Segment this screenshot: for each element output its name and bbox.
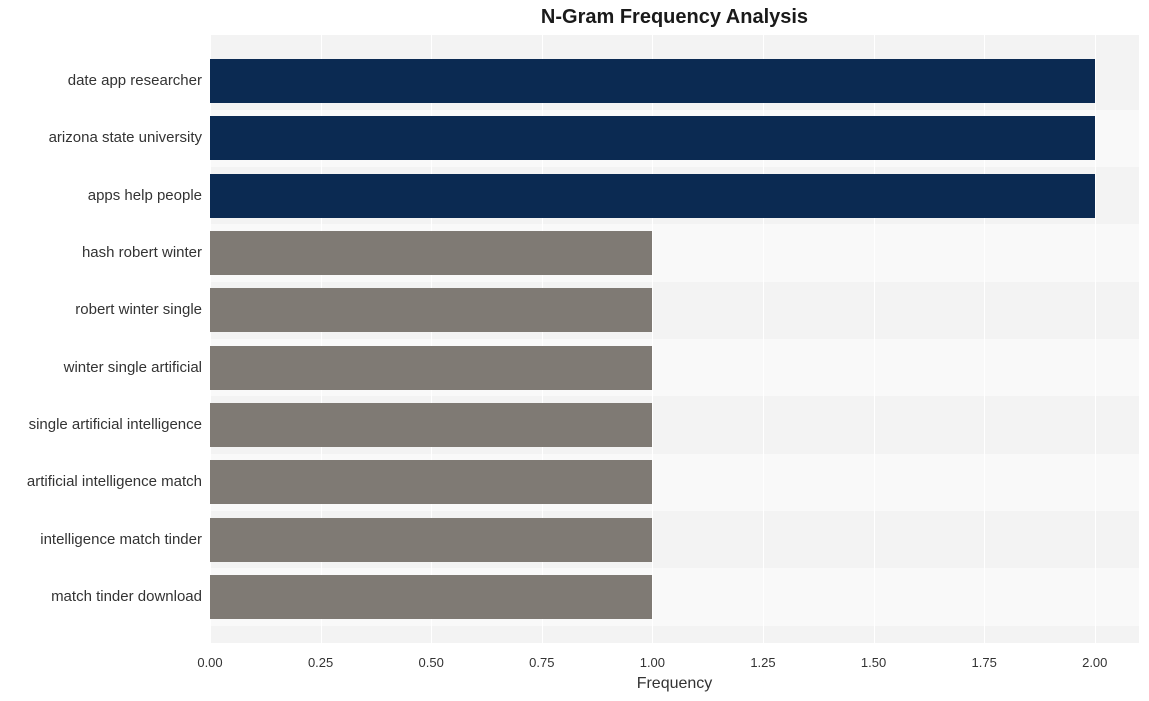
x-tick-label: 0.50 (419, 655, 444, 670)
ngram-frequency-chart: N-Gram Frequency Analysis Frequency date… (0, 0, 1149, 701)
plot-pad-top (210, 35, 1139, 52)
y-tick-label: hash robert winter (0, 244, 202, 261)
x-axis-label: Frequency (210, 675, 1139, 693)
x-tick-label: 0.75 (529, 655, 554, 670)
bar (210, 518, 652, 562)
x-tick-label: 1.25 (750, 655, 775, 670)
y-tick-label: robert winter single (0, 301, 202, 318)
y-tick-label: match tinder download (0, 588, 202, 605)
y-tick-label: single artificial intelligence (0, 416, 202, 433)
bar (210, 575, 652, 619)
x-tick-label: 0.25 (308, 655, 333, 670)
y-tick-label: apps help people (0, 187, 202, 204)
bar (210, 59, 1095, 103)
plot-area (210, 35, 1139, 643)
x-tick-label: 1.75 (972, 655, 997, 670)
x-tick-label: 1.00 (640, 655, 665, 670)
gridline-v (1095, 35, 1096, 643)
chart-title: N-Gram Frequency Analysis (210, 6, 1139, 29)
bar (210, 403, 652, 447)
y-tick-label: intelligence match tinder (0, 531, 202, 548)
y-tick-label: artificial intelligence match (0, 473, 202, 490)
plot-pad-bottom (210, 626, 1139, 643)
x-tick-label: 0.00 (197, 655, 222, 670)
bar (210, 460, 652, 504)
y-tick-label: date app researcher (0, 72, 202, 89)
bar (210, 231, 652, 275)
bar (210, 346, 652, 390)
bar (210, 174, 1095, 218)
x-tick-label: 1.50 (861, 655, 886, 670)
y-tick-label: winter single artificial (0, 359, 202, 376)
y-tick-label: arizona state university (0, 129, 202, 146)
x-tick-label: 2.00 (1082, 655, 1107, 670)
bar (210, 288, 652, 332)
bar (210, 116, 1095, 160)
